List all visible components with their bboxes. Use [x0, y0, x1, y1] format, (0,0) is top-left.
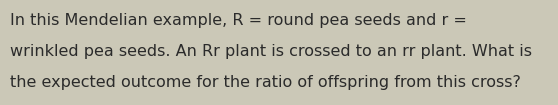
Text: In this Mendelian example, R = round pea seeds and r =: In this Mendelian example, R = round pea… — [10, 13, 467, 28]
Text: wrinkled pea seeds. An Rr plant is crossed to an rr plant. What is: wrinkled pea seeds. An Rr plant is cross… — [10, 44, 532, 59]
Text: the expected outcome for the ratio of offspring from this cross?: the expected outcome for the ratio of of… — [10, 75, 521, 90]
